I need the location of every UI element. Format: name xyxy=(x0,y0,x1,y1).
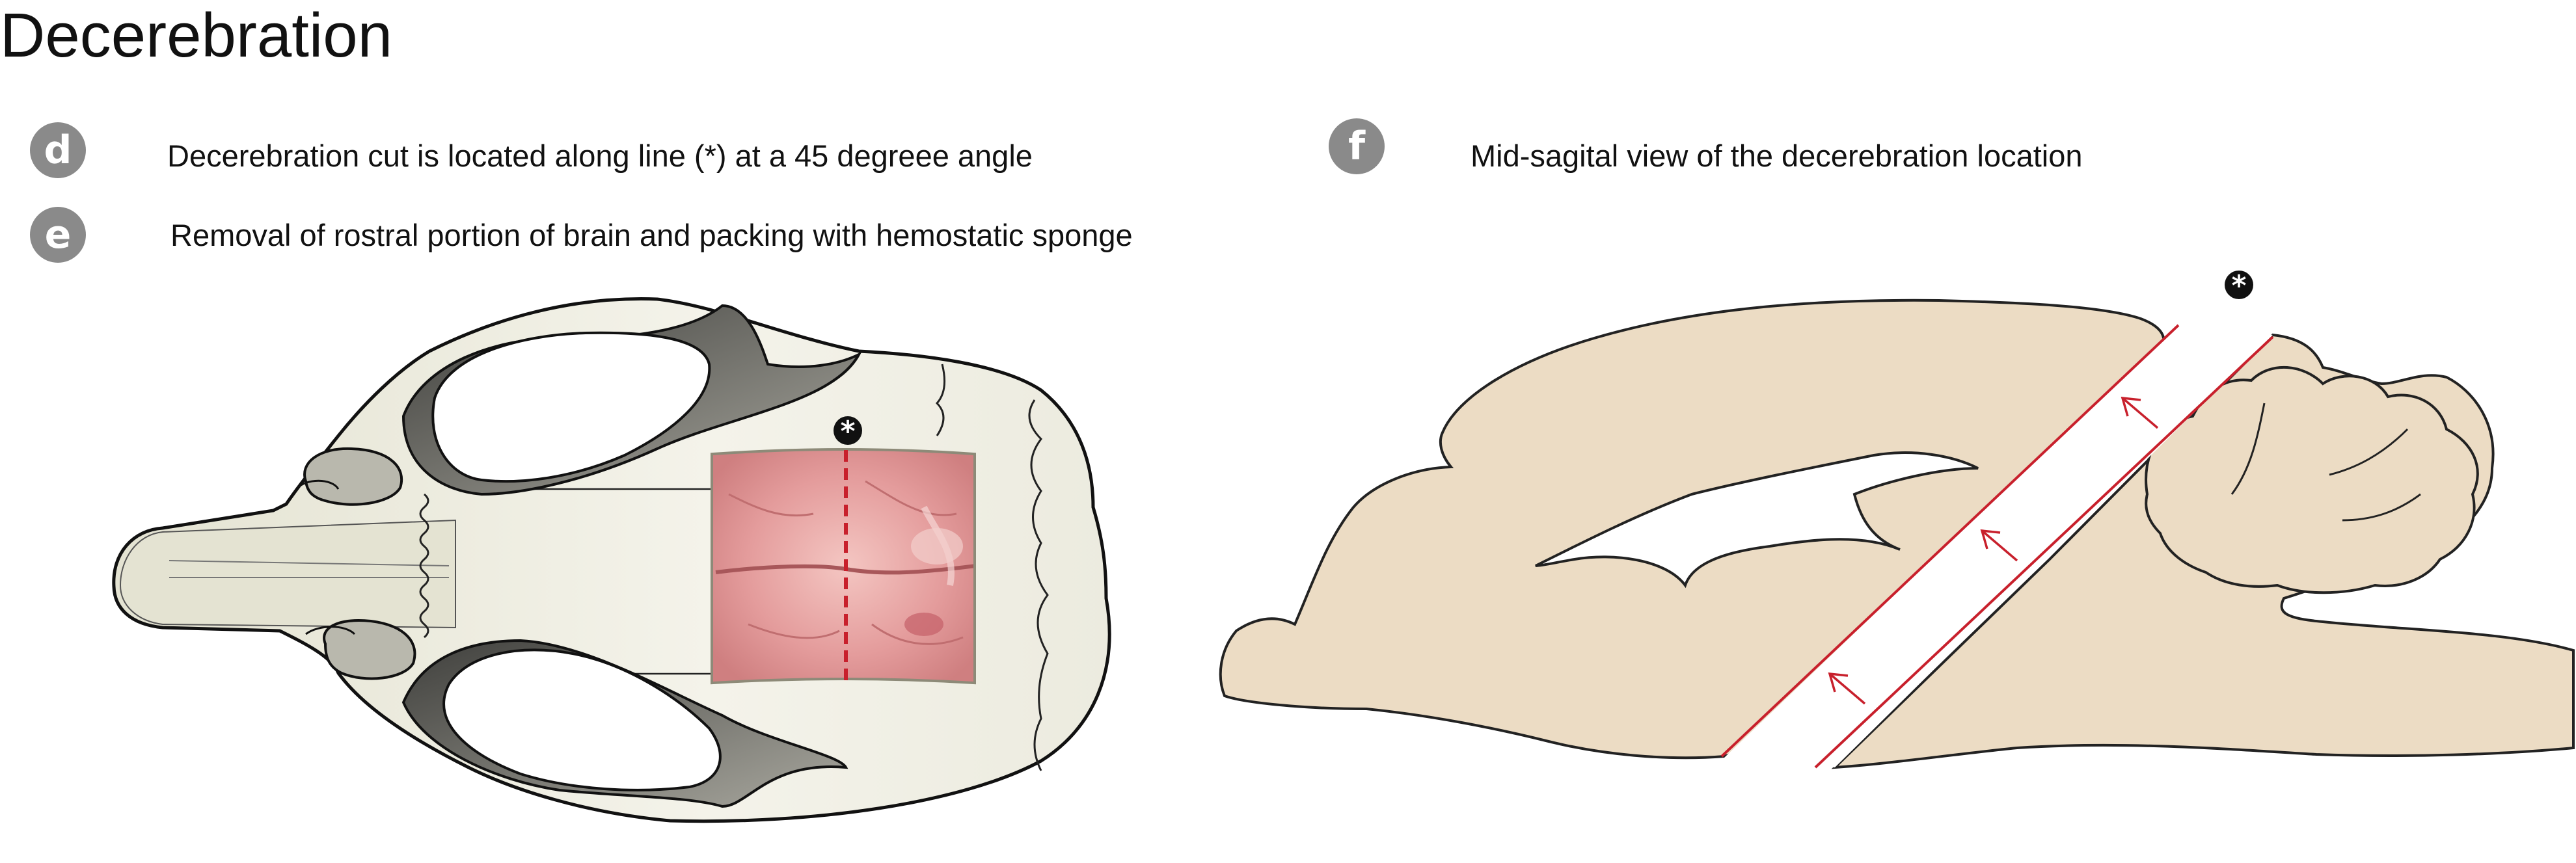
svg-text:*: * xyxy=(840,415,855,448)
arrow-icon xyxy=(2121,396,2159,429)
panel-e-label: e xyxy=(30,207,86,263)
brain-sagittal-view: * xyxy=(1219,269,2575,769)
cut-direction-arrows xyxy=(1828,396,2159,705)
svg-text:*: * xyxy=(2231,269,2246,302)
zygomatic-left xyxy=(303,447,403,506)
cerebellum xyxy=(2145,366,2479,594)
cranial-window xyxy=(711,448,976,685)
panel-e-caption: Removal of rostral portion of brain and … xyxy=(170,218,1133,252)
arrow-icon xyxy=(1828,672,1866,705)
panel-d-caption: Decerebration cut is located along line … xyxy=(167,139,1033,173)
snout-region xyxy=(119,519,456,629)
panel-d-label: d xyxy=(30,122,86,178)
panel-e-badge: e xyxy=(30,207,86,263)
skull-dorsal-view: * xyxy=(112,297,1111,823)
cut-line-rostral xyxy=(1720,324,2180,758)
page-title: Decerebration xyxy=(0,1,392,70)
zygomatic-right xyxy=(323,619,416,680)
panel-d-badge: d xyxy=(30,122,86,178)
coronal-suture xyxy=(419,493,429,639)
cut-line-caudal xyxy=(1814,336,2274,769)
orbit-right xyxy=(442,648,722,791)
orbit-left xyxy=(431,331,711,483)
panel-f-caption: Mid-sagital view of the decerebration lo… xyxy=(1471,139,2083,173)
arrow-icon xyxy=(1980,529,2018,562)
cut-marker-dorsal: * xyxy=(834,415,862,448)
lateral-ventricle xyxy=(1535,451,1979,589)
panel-f-badge: f xyxy=(1329,118,1385,174)
cut-marker-sagittal: * xyxy=(2225,269,2253,302)
frontal-suture xyxy=(935,364,1049,771)
panel-f-label: f xyxy=(1329,118,1385,174)
